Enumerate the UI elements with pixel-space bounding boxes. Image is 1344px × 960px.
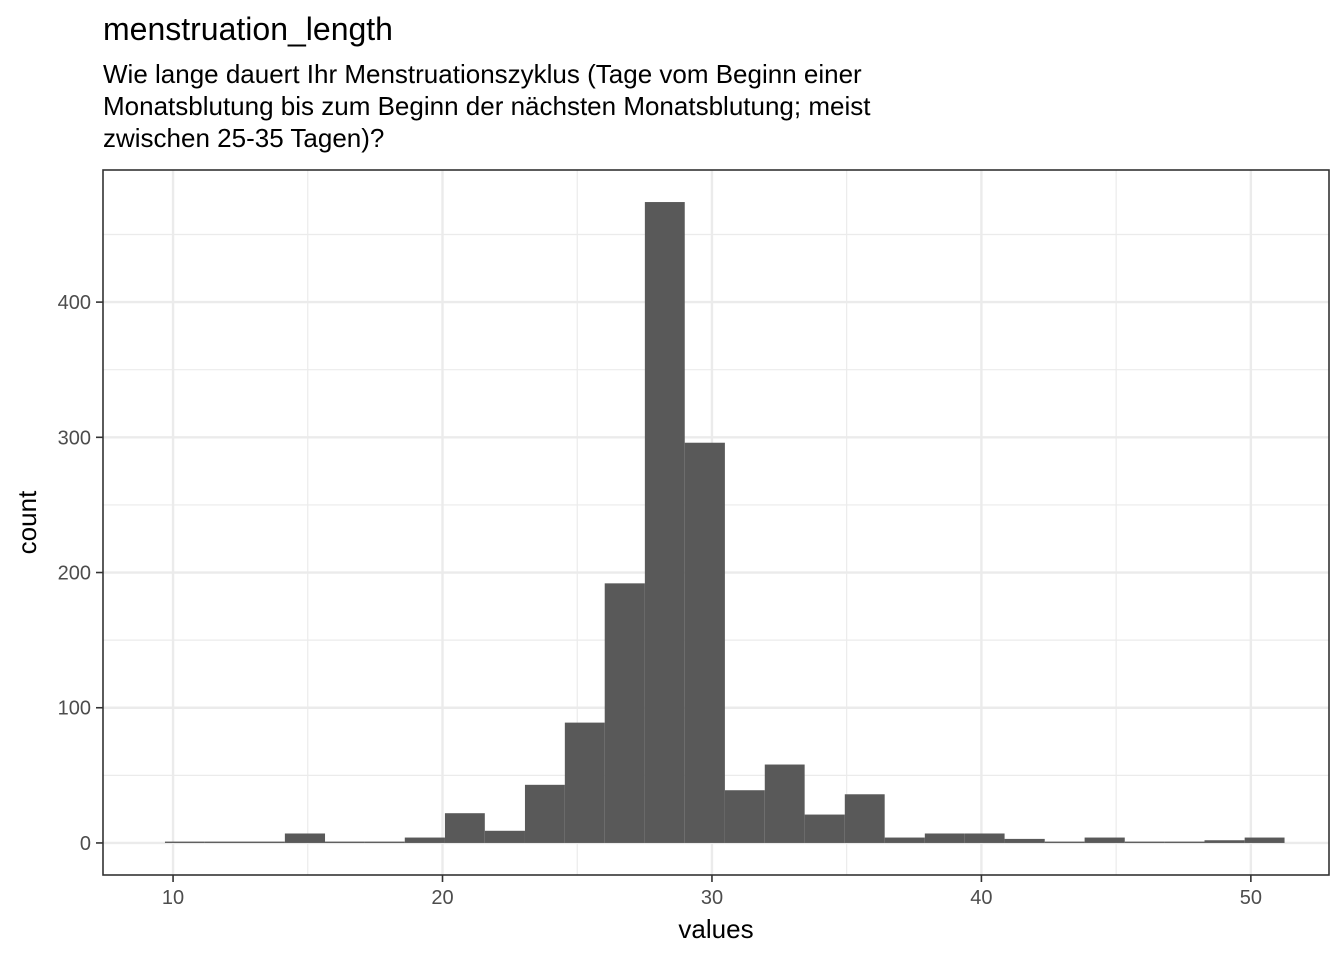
histogram-bar	[924, 833, 965, 843]
y-tick-label: 400	[58, 292, 91, 314]
histogram-bar	[484, 830, 525, 843]
histogram-bar	[325, 841, 365, 843]
histogram-bar	[1244, 837, 1285, 843]
histogram-bar	[884, 837, 925, 843]
histogram-bar	[1204, 840, 1245, 843]
histogram-bar	[1044, 841, 1085, 843]
histogram-bar	[1004, 838, 1045, 843]
histogram-bar	[844, 794, 885, 843]
histogram-bar	[444, 813, 485, 843]
histogram-bar	[564, 722, 605, 843]
histogram-bar	[404, 837, 445, 843]
histogram-bar	[964, 833, 1005, 843]
x-tick-label: 10	[162, 887, 184, 909]
histogram-bar	[604, 583, 645, 843]
histogram-bar	[724, 790, 765, 843]
subtitle-line-2: Monatsblutung bis zum Beginn der nächste…	[103, 91, 871, 121]
y-tick-label: 200	[58, 563, 91, 585]
histogram-bar	[1164, 841, 1205, 843]
subtitle-line-3: zwischen 25-35 Tagen)?	[103, 123, 385, 153]
histogram-bars	[164, 202, 1285, 843]
x-tick-label: 30	[701, 887, 723, 909]
x-tick-label: 40	[970, 887, 992, 909]
histogram-bar	[1124, 841, 1165, 843]
x-axis-title: values	[678, 914, 753, 944]
panel-border	[102, 169, 1330, 876]
histogram-bar	[204, 841, 246, 843]
histogram-bar	[804, 814, 845, 843]
chart-subtitle: Wie lange dauert Ihr Menstruationszyklus…	[103, 58, 1043, 154]
chart-title: menstruation_length	[103, 11, 393, 47]
axes: 10 20 30 40 50 0 100 200 300 400	[58, 292, 1262, 909]
histogram-bar	[364, 841, 405, 843]
y-tick-label: 100	[58, 698, 91, 720]
histogram-bar	[644, 202, 685, 843]
histogram-bar	[524, 784, 565, 843]
y-tick-label: 300	[58, 427, 91, 449]
histogram-bar	[1084, 837, 1125, 843]
subtitle-line-1: Wie lange dauert Ihr Menstruationszyklus…	[103, 59, 862, 89]
x-tick-label: 50	[1240, 887, 1262, 909]
histogram-bar	[245, 841, 285, 843]
histogram-bar	[764, 764, 805, 843]
histogram-bar	[284, 833, 326, 843]
y-axis-title: count	[12, 490, 42, 554]
y-tick-label: 0	[80, 833, 91, 855]
histogram-bar	[684, 442, 725, 843]
histogram-bar	[164, 841, 205, 843]
x-tick-label: 20	[431, 887, 453, 909]
